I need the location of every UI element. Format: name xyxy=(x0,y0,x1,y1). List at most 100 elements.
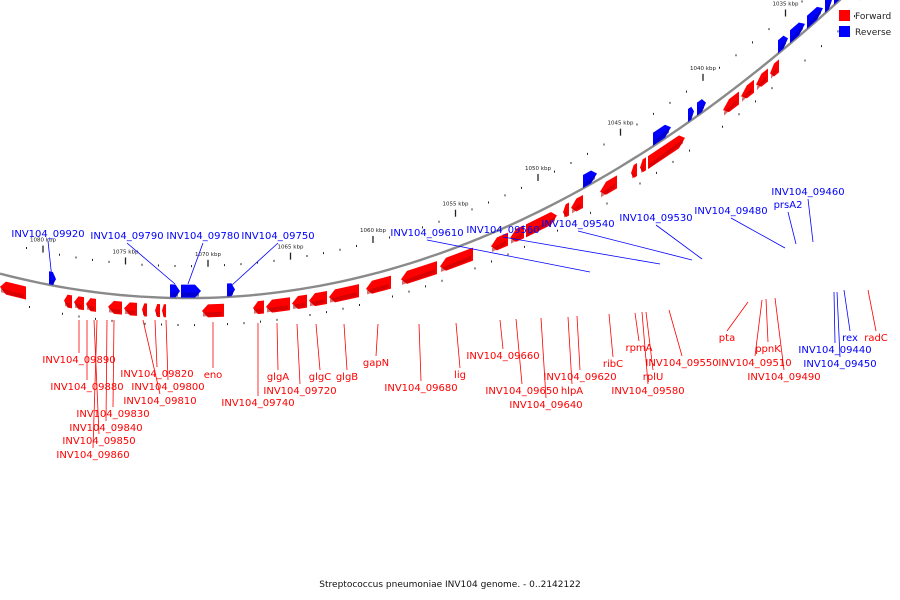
gene-label: glgC xyxy=(309,372,331,383)
leader-line xyxy=(112,319,115,408)
feature-layer xyxy=(0,0,861,318)
gene-label: INV104_09650 xyxy=(485,386,558,397)
reverse-gene-feature xyxy=(227,283,235,297)
leader-line xyxy=(426,239,591,273)
gene-label: INV104_09680 xyxy=(384,383,457,394)
reverse-gene-feature xyxy=(181,284,201,298)
forward-gene-feature xyxy=(401,261,437,285)
caption: Streptococcus pneumoniae INV104 genome. … xyxy=(319,580,580,590)
tick-layer: 1080 kbp 1075 kbp 1070 kbp 1065 kbp 1060 kbp… xyxy=(26,0,855,327)
gene-label: INV104_09440 xyxy=(798,345,871,356)
leader-line xyxy=(165,319,169,381)
gene-label: INV104_09750 xyxy=(241,231,314,242)
reverse-gene-feature xyxy=(49,271,56,285)
gene-label: INV104_09720 xyxy=(263,386,336,397)
scale-tick-label: 1050 kbp xyxy=(525,166,551,172)
gene-label: INV104_09580 xyxy=(611,386,684,397)
forward-gene-feature xyxy=(64,294,72,309)
forward-gene-feature xyxy=(563,202,569,218)
leader-line xyxy=(499,319,504,350)
scale-tick-label: 1060 kbp xyxy=(360,228,386,234)
forward-gene-feature xyxy=(770,59,779,79)
leader-line xyxy=(92,319,98,449)
forward-gene-feature xyxy=(526,212,557,238)
gene-label: INV104_09510 xyxy=(718,358,791,369)
forward-gene-feature xyxy=(74,296,84,311)
forward-gene-feature xyxy=(108,300,122,315)
gene-label: INV104_09530 xyxy=(619,213,692,224)
gene-label: INV104_09880 xyxy=(50,382,123,393)
leader-line xyxy=(455,322,461,369)
gene-label: INV104_09610 xyxy=(390,228,463,239)
gene-label: glgB xyxy=(336,372,358,383)
leader-line xyxy=(774,297,785,371)
forward-gene-feature xyxy=(648,135,685,170)
leader-line xyxy=(726,301,749,332)
gene-label: INV104_09800 xyxy=(131,382,204,393)
leader-line xyxy=(126,242,176,285)
gene-label: INV104_09810 xyxy=(123,396,196,407)
forward-gene-feature xyxy=(631,162,637,179)
leader-line xyxy=(296,323,301,385)
gene-label: glgA xyxy=(267,372,289,383)
leader-line xyxy=(641,311,649,385)
forward-gene-feature xyxy=(756,68,768,91)
forward-gene-feature xyxy=(86,298,96,312)
forward-gene-feature xyxy=(723,91,739,116)
gene-label: gapN xyxy=(363,358,389,369)
leader-line xyxy=(315,323,321,371)
scale-tick-label: 1055 kbp xyxy=(443,202,469,208)
gene-label-layer: INV104_09920 INV104_09790 INV104_09780 INV1… xyxy=(11,187,887,461)
scale-tick-label: 1040 kbp xyxy=(690,66,716,72)
leader-line xyxy=(567,316,573,385)
scale-tick-label: 1065 kbp xyxy=(278,245,304,251)
leader-line xyxy=(765,298,769,343)
reverse-gene-feature xyxy=(807,6,823,29)
gene-label: INV104_09790 xyxy=(90,231,163,242)
gene-label: rplU xyxy=(643,372,664,383)
forward-gene-feature xyxy=(600,175,617,198)
forward-gene-feature xyxy=(860,0,861,1)
gene-label: INV104_09460 xyxy=(771,187,844,198)
forward-gene-feature xyxy=(124,302,137,316)
leader-line xyxy=(418,323,422,382)
gene-label: INV104_09820 xyxy=(120,369,193,380)
gene-label: INV104_09560 xyxy=(466,225,539,236)
leader-line xyxy=(375,323,379,357)
forward-gene-feature xyxy=(366,275,391,295)
forward-gene-feature xyxy=(253,300,264,315)
leader-line xyxy=(608,313,614,358)
leader-line xyxy=(668,309,683,357)
scale-tick-label: 1045 kbp xyxy=(608,121,634,127)
leader-line xyxy=(576,315,581,371)
forward-gene-feature xyxy=(510,225,524,244)
forward-gene-feature xyxy=(640,157,646,174)
legend-forward-label: Forward xyxy=(855,12,891,22)
leader-line xyxy=(634,312,640,342)
genome-backbone xyxy=(0,0,842,300)
reverse-gene-feature xyxy=(583,170,597,188)
leader-line xyxy=(343,323,348,371)
forward-gene-feature xyxy=(440,247,473,273)
gene-label: INV104_09840 xyxy=(69,423,142,434)
gene-label: prsA2 xyxy=(774,200,803,211)
gene-label: INV104_09830 xyxy=(76,409,149,420)
reverse-gene-feature xyxy=(653,124,671,146)
gene-label: INV104_09850 xyxy=(62,436,135,447)
leader-line xyxy=(843,289,851,332)
leader-line xyxy=(502,236,661,265)
gene-label: INV104_09480 xyxy=(694,206,767,217)
forward-gene-feature xyxy=(0,281,26,300)
leader-line xyxy=(754,299,763,357)
leader-line xyxy=(836,291,841,358)
scale-tick-label: 1075 kbp xyxy=(113,249,139,255)
leader-line xyxy=(105,319,108,422)
forward-gene-feature xyxy=(202,303,224,318)
gene-label: INV104_09490 xyxy=(747,372,820,383)
gene-label: INV104_09860 xyxy=(56,450,129,461)
leader-line xyxy=(645,311,654,371)
leader-line xyxy=(276,322,279,371)
reverse-gene-feature xyxy=(825,0,832,13)
gene-label: radC xyxy=(864,333,888,344)
leader-line xyxy=(787,211,797,245)
